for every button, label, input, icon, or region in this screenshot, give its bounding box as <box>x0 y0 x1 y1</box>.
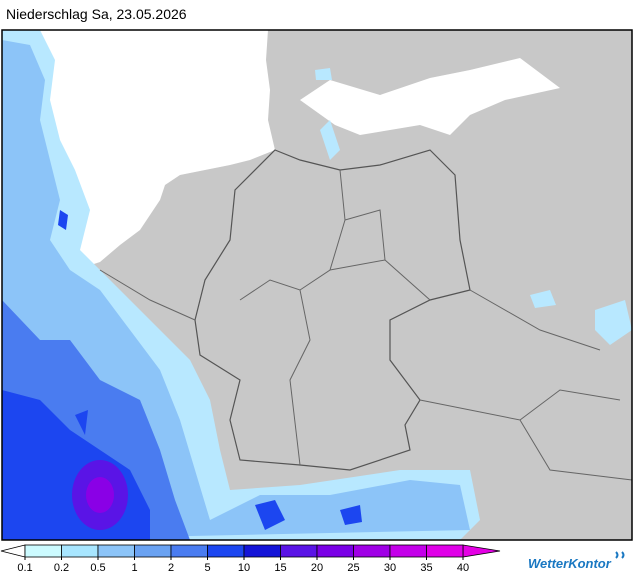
legend-swatch <box>97 544 135 558</box>
legend-under <box>0 544 26 558</box>
alps-precip <box>255 500 362 530</box>
precip-peak <box>86 477 114 513</box>
legend-tick-label: 40 <box>457 562 469 574</box>
legend-tick-label: 1 <box>131 562 137 574</box>
legend-tick-label: 0.1 <box>17 562 32 574</box>
legend-tick-label: 25 <box>347 562 359 574</box>
borders <box>99 169 633 481</box>
legend-tick-label: 0.5 <box>90 562 105 574</box>
legend-swatch <box>243 544 281 558</box>
legend-tick-label: 30 <box>384 562 396 574</box>
legend-over <box>462 544 501 558</box>
legend-tick-label: 20 <box>311 562 323 574</box>
legend-swatch <box>353 544 391 558</box>
map <box>1 29 633 541</box>
legend-swatch <box>61 544 99 558</box>
legend-swatch <box>24 544 62 558</box>
legend-tick-label: 10 <box>238 562 250 574</box>
legend-swatch <box>134 544 172 558</box>
precip-patch <box>315 68 632 345</box>
legend-swatch <box>207 544 245 558</box>
precip-spot <box>58 210 88 435</box>
logo-icon <box>615 551 625 559</box>
baltic-sea <box>300 58 560 135</box>
legend-tick-label: 2 <box>168 562 174 574</box>
legend-tick-label: 5 <box>204 562 210 574</box>
legend-swatch <box>280 544 318 558</box>
title: Niederschlag Sa, 23.05.2026 <box>6 6 187 22</box>
legend-swatch <box>426 544 464 558</box>
legend-swatch <box>316 544 354 558</box>
legend-tick-label: 35 <box>420 562 432 574</box>
legend-tick-label: 0.2 <box>54 562 69 574</box>
legend-swatch <box>170 544 208 558</box>
map-frame <box>1 29 633 541</box>
logo: WetterKontor <box>528 556 612 571</box>
legend-tick-label: 15 <box>274 562 286 574</box>
legend: 0.1 0.2 0.5 1 2 5 10 15 20 25 30 35 40 <box>0 544 501 574</box>
legend-swatch <box>389 544 427 558</box>
